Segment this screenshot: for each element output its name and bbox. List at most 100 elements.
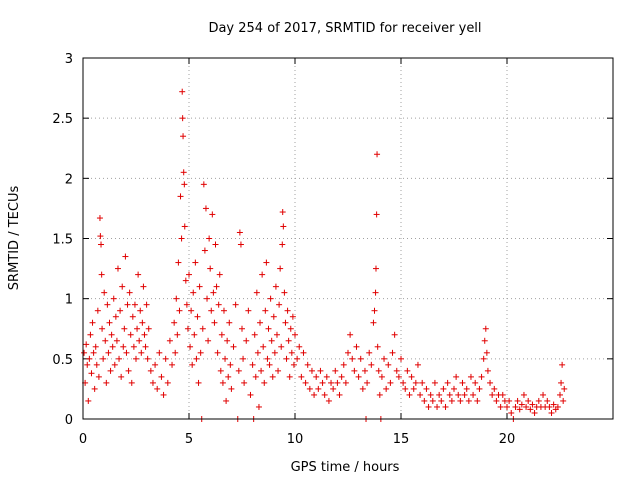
data-point [226, 319, 233, 326]
data-point [281, 289, 288, 296]
data-point [142, 343, 149, 350]
data-point [101, 289, 108, 296]
x-tick-label: 5 [185, 432, 193, 447]
y-tick-label: 0 [65, 413, 73, 428]
data-point [261, 379, 268, 386]
data-point [444, 379, 451, 386]
data-point [292, 331, 298, 338]
data-point [217, 367, 224, 374]
data-point [136, 337, 143, 344]
data-point [128, 379, 135, 386]
data-point [258, 367, 265, 374]
data-point [228, 385, 235, 392]
data-point [531, 409, 538, 416]
data-point [546, 403, 553, 410]
data-point [442, 403, 449, 410]
data-point [187, 343, 194, 350]
data-point [271, 349, 278, 356]
data-point [321, 391, 328, 398]
data-point [117, 307, 124, 314]
data-point [126, 289, 133, 296]
data-point [180, 133, 187, 140]
data-point [275, 367, 282, 374]
data-point [227, 361, 234, 368]
data-point [434, 403, 441, 410]
data-point [353, 343, 360, 350]
data-point [243, 337, 250, 344]
data-point [232, 301, 239, 308]
data-point [120, 343, 127, 350]
data-point [171, 319, 178, 326]
data-point [92, 343, 99, 350]
data-point [111, 361, 118, 368]
x-axis-label: GPS time / hours [291, 460, 400, 475]
data-point [302, 379, 309, 386]
data-point [135, 271, 142, 278]
data-point [147, 367, 154, 374]
data-point [378, 373, 385, 380]
plot-frame [82, 57, 614, 420]
data-point [470, 391, 477, 398]
data-point [516, 406, 523, 413]
data-point [175, 259, 182, 266]
x-tick-label: 10 [287, 432, 304, 447]
data-point [268, 337, 275, 344]
data-point [99, 325, 106, 332]
data-point [491, 385, 498, 392]
data-point [408, 373, 415, 380]
data-point [371, 307, 378, 314]
data-point [376, 391, 383, 398]
data-point [550, 401, 557, 408]
data-point [476, 385, 483, 392]
data-point [177, 193, 184, 200]
data-point [130, 343, 137, 350]
data-point [81, 349, 88, 356]
data-point [294, 355, 301, 362]
data-point [404, 367, 411, 374]
y-tick-label: 1 [65, 293, 73, 308]
data-point [195, 379, 202, 386]
data-point [558, 379, 565, 386]
data-point [453, 373, 460, 380]
data-point [264, 355, 271, 362]
data-point [554, 403, 561, 410]
data-point [100, 355, 107, 362]
data-point [387, 379, 394, 386]
data-point [112, 313, 119, 320]
data-point [355, 373, 362, 380]
data-point [207, 265, 214, 272]
data-point [548, 409, 555, 416]
data-point [192, 259, 199, 266]
data-point [474, 397, 481, 404]
data-point [240, 355, 247, 362]
data-point [540, 391, 547, 398]
data-point [400, 379, 407, 386]
data-point [174, 331, 181, 338]
data-point [129, 313, 136, 320]
data-point [364, 379, 371, 386]
data-point [251, 331, 258, 338]
data-point [224, 337, 231, 344]
data-point [220, 307, 227, 314]
y-tick-label: 2.5 [52, 112, 73, 127]
data-point [298, 373, 305, 380]
data-point [361, 367, 368, 374]
data-point [152, 361, 159, 368]
data-point [483, 349, 490, 356]
data-point [216, 271, 223, 278]
data-point [245, 307, 252, 314]
data-point [219, 379, 226, 386]
y-tick-label: 2 [65, 172, 73, 187]
data-point [421, 397, 428, 404]
data-point [134, 325, 141, 332]
data-point [241, 379, 248, 386]
data-point [561, 385, 568, 392]
data-point [204, 295, 211, 302]
data-point [116, 355, 123, 362]
data-point [287, 325, 294, 332]
data-point [262, 307, 269, 314]
x-tick-label: 15 [393, 432, 410, 447]
data-point [225, 373, 232, 380]
data-point [160, 391, 167, 398]
data-point [325, 397, 332, 404]
